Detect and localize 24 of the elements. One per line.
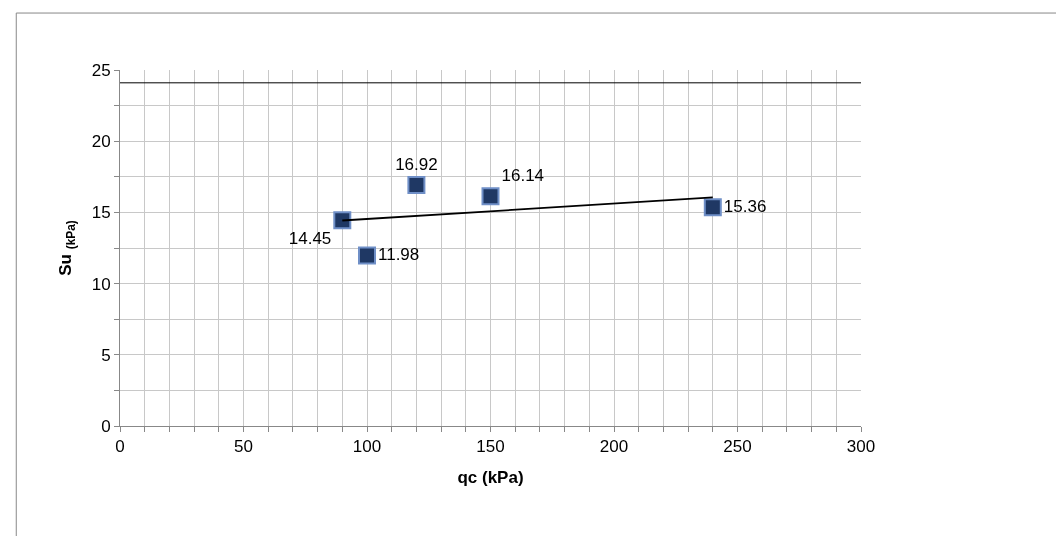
point [481, 187, 500, 206]
x-tick-label: 150 [476, 437, 505, 457]
data-label: 16.14 [501, 165, 545, 185]
point [407, 176, 426, 195]
x-tick-label: 250 [723, 437, 752, 457]
x-tick-label: 0 [115, 437, 125, 457]
y-tick-label: 5 [101, 345, 111, 365]
x-tick-label: 100 [352, 437, 382, 457]
x-tick-label: 300 [846, 437, 876, 457]
data-label: 14.45 [288, 228, 332, 248]
x-axis-title: qc (kPa) [457, 467, 524, 487]
data-label: 16.92 [395, 154, 438, 174]
point [703, 198, 722, 217]
y-tick-label: 0 [101, 416, 111, 436]
y-tick-label: 20 [91, 132, 111, 152]
point [333, 211, 352, 230]
x-tick-label: 200 [599, 437, 629, 457]
y-tick-label: 25 [91, 60, 111, 80]
y-tick-label: 10 [91, 274, 111, 294]
x-tick-label: 50 [234, 437, 253, 457]
data-label: 11.98 [378, 244, 420, 264]
point [358, 246, 376, 265]
y-tick-label: 15 [91, 203, 111, 223]
data-label: 15.36 [723, 196, 767, 216]
